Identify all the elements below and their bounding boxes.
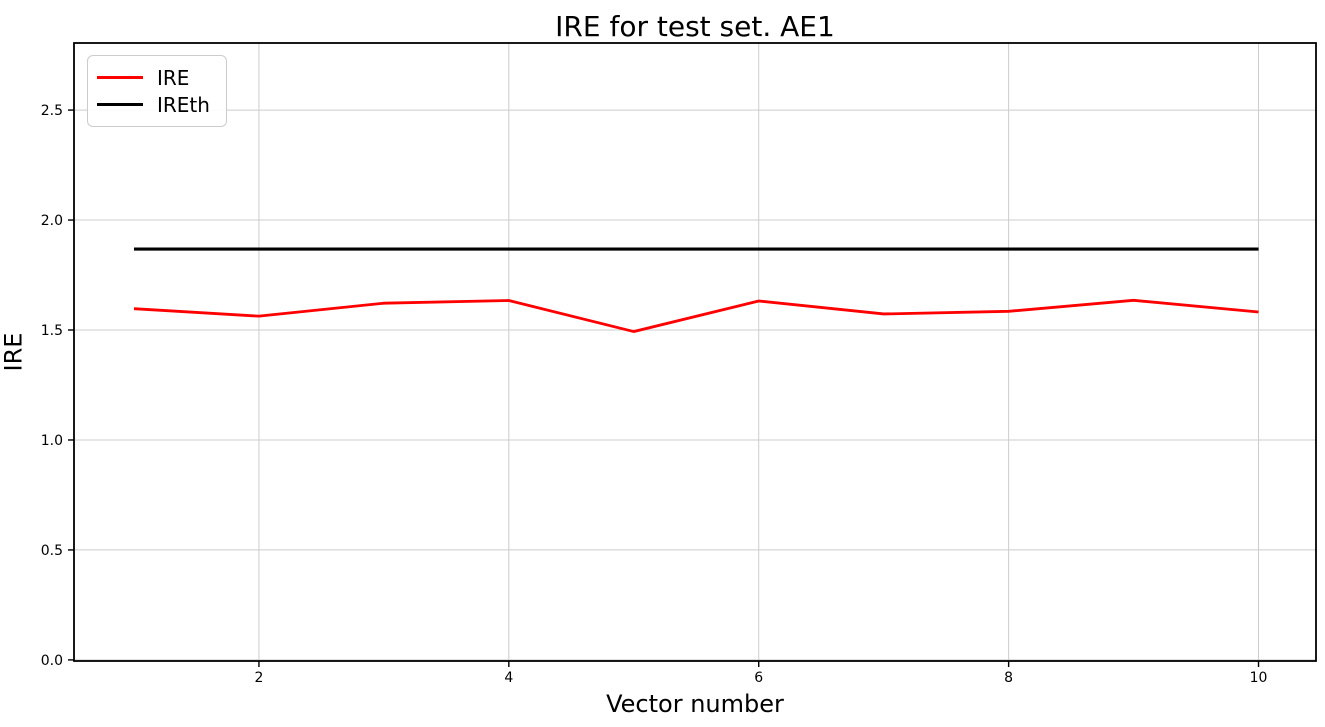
axes-frame	[73, 42, 1317, 662]
ytick-label-0.5: 0.5	[41, 543, 63, 559]
legend-line-sample-ireth	[97, 103, 143, 106]
ytick-label-2.5: 2.5	[41, 103, 63, 119]
ytick-label-1.0: 1.0	[41, 433, 63, 449]
ytick-label-0.0: 0.0	[41, 653, 63, 669]
chart-title: IRE for test set. AE1	[555, 10, 835, 43]
series-ire-line	[133, 298, 1259, 333]
legend: IRE IREth	[87, 55, 227, 127]
ytick-label-2.0: 2.0	[41, 213, 63, 229]
xtick-label-4: 4	[504, 670, 513, 686]
x-axis-label: Vector number	[606, 690, 784, 718]
xtick-label-2: 2	[254, 670, 263, 686]
xtick-label-8: 8	[1004, 670, 1013, 686]
legend-entry-ireth: IREth	[97, 91, 214, 118]
legend-label-ire: IRE	[157, 65, 190, 90]
legend-entry-ire: IRE	[97, 64, 214, 91]
xtick-label-10: 10	[1250, 670, 1268, 686]
legend-line-sample-ire	[97, 76, 143, 79]
ytick-label-1.5: 1.5	[41, 323, 63, 339]
y-axis-label: IRE	[0, 332, 28, 372]
legend-label-ireth: IREth	[157, 92, 210, 117]
xtick-label-6: 6	[754, 670, 763, 686]
